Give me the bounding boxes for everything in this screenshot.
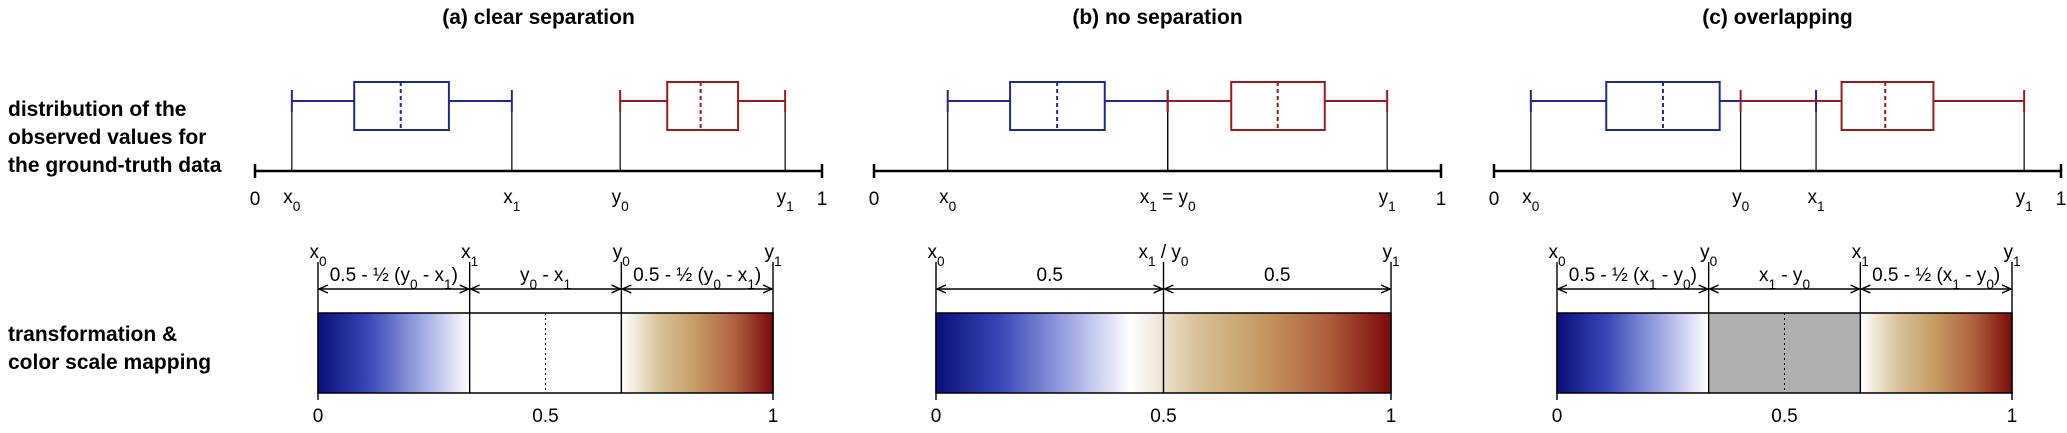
row-label-line: transformation & — [8, 323, 178, 346]
bar-segment-red — [1860, 313, 2012, 393]
segment-width-label: 0.5 — [1264, 265, 1290, 286]
color-scale-bar: 0.5 0.5 x0 x1 / y0 y1 0 0.5 1 — [927, 242, 1399, 427]
bar-tick-label: 0 — [931, 406, 942, 427]
color-scale-bar: 0.5 - ½ (x1 - y0) x1 - y0 0.5 - ½ (x1 - y0… — [1548, 242, 2020, 427]
segment-width-label: 0.5 - ½ (y0 - x1) — [330, 265, 458, 292]
axis-tick-label: 0 — [1489, 189, 1500, 210]
scale-boundary-label: x0 — [927, 242, 945, 269]
segment-width-label: x1 - y0 — [1759, 265, 1811, 292]
bar-tick-label: 1 — [2007, 406, 2018, 427]
bar-tick-label: 0 — [313, 406, 324, 427]
scale-boundary-label: x1 / y0 — [1138, 242, 1188, 269]
axis-marker-label: x0 — [1522, 187, 1540, 214]
row-label-line: color scale mapping — [8, 351, 212, 374]
axis-tick-label: 0 — [869, 189, 880, 210]
row-label-mapping: transformation & color scale mapping — [8, 321, 248, 377]
bar-tick-label: 0.5 — [1150, 406, 1176, 427]
iqr-box — [666, 81, 740, 131]
axis-marker-label: x1 — [1808, 187, 1825, 214]
bar-tick-label: 0.5 — [1771, 406, 1797, 427]
panel-title: (b) no separation — [1072, 6, 1242, 29]
axis-marker-label: x1 = y0 — [1140, 187, 1196, 214]
bar-segment-blue — [318, 313, 470, 393]
axis-marker-label: x0 — [939, 187, 957, 214]
axis-marker-label: x0 — [283, 187, 301, 214]
panel-touching: (b) no separation 0 1 x0 x1 = y0 y1 0.5 0.5 x0 x1… — [869, 6, 1447, 427]
scale-boundary-label: y1 — [1382, 242, 1399, 269]
axis-tick-label: 1 — [817, 189, 828, 210]
scale-boundary-label: y0 — [1700, 242, 1718, 269]
scale-boundary-label: y1 — [764, 242, 781, 269]
scale-boundary-label: y0 — [613, 242, 631, 269]
boxplot-blue — [946, 81, 1169, 131]
boxplot-red — [1739, 81, 2026, 131]
segment-width-label: 0.5 - ½ (y0 - x1) — [633, 265, 761, 292]
boxplot-blue — [290, 81, 513, 131]
axis-marker-label: y1 — [777, 187, 794, 214]
scale-boundary-label: x1 — [1852, 242, 1869, 269]
scale-boundary-label: y1 — [2003, 242, 2020, 269]
axis-tick-label: 0 — [250, 189, 261, 210]
bar-tick-label: 1 — [1386, 406, 1397, 427]
boxplot-red — [1166, 81, 1389, 131]
bar-segment-blue — [1557, 313, 1709, 393]
scale-boundary-label: x0 — [1548, 242, 1566, 269]
bar-segment-red — [621, 313, 773, 393]
row-label-line: distribution of the — [8, 98, 187, 121]
axis-marker-label: y1 — [1379, 187, 1396, 214]
segment-width-label: 0.5 - ½ (x1 - y0) — [1872, 265, 2000, 292]
row-label-line: the ground-truth data — [8, 154, 222, 177]
axis-tick-label: 1 — [2056, 189, 2067, 210]
scale-boundary-label: x1 — [461, 242, 478, 269]
row-label-distribution: distribution of the observed values for … — [8, 96, 248, 180]
boxplot-blue — [1529, 81, 1818, 131]
segment-width-label: 0.5 - ½ (x1 - y0) — [1569, 265, 1697, 292]
color-scale-bar: 0.5 - ½ (y0 - x1) y0 - x1 0.5 - ½ (y0 - x1… — [309, 242, 781, 427]
bar-tick-label: 0 — [1552, 406, 1563, 427]
bar-tick-label: 1 — [768, 406, 779, 427]
axis-marker-label: x1 — [503, 187, 520, 214]
panel-title: (c) overlapping — [1702, 6, 1853, 29]
iqr-box — [1840, 81, 1935, 131]
segment-width-label: 0.5 — [1037, 265, 1063, 286]
boxplot-red — [619, 81, 787, 131]
axis-marker-label: y0 — [1732, 187, 1750, 214]
axis-marker-label: y0 — [612, 187, 630, 214]
panel-title: (a) clear separation — [442, 6, 635, 29]
scale-boundary-label: x0 — [309, 242, 327, 269]
axis-tick-label: 1 — [1436, 189, 1447, 210]
row-label-line: observed values for — [8, 126, 207, 149]
segment-width-label: y0 - x1 — [520, 265, 571, 292]
axis-marker-label: y1 — [2016, 187, 2033, 214]
bar-tick-label: 0.5 — [532, 406, 558, 427]
